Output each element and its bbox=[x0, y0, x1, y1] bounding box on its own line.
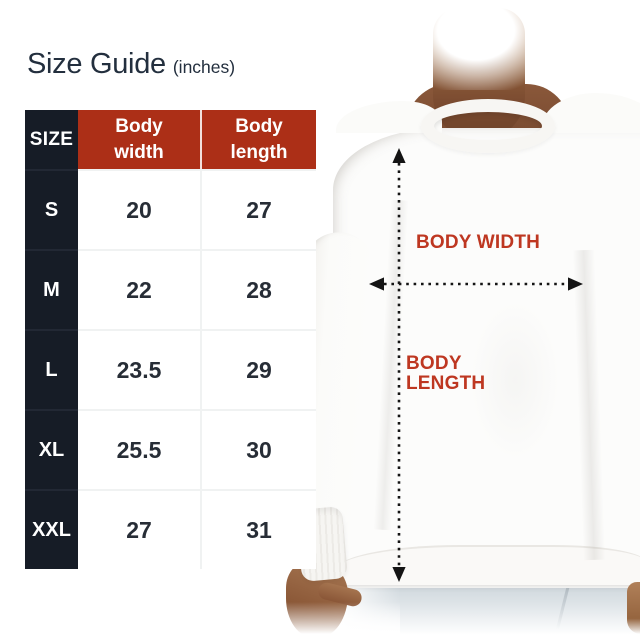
table-header-size: SIZE bbox=[25, 110, 78, 169]
sweatshirt-hem-band bbox=[335, 545, 640, 585]
table-cell-body-width: 25.5 bbox=[78, 409, 200, 489]
table-row-size-cell: L bbox=[25, 329, 78, 409]
column-header-label: Body width bbox=[114, 115, 164, 163]
body-length-value: 29 bbox=[246, 356, 272, 383]
sweatshirt-body bbox=[333, 128, 640, 588]
body-length-value: 27 bbox=[246, 196, 272, 223]
column-header-label: Body length bbox=[230, 115, 288, 163]
table-cell-body-width: 20 bbox=[78, 169, 200, 249]
table-cell-body-length: 30 bbox=[200, 409, 316, 489]
size-label: L bbox=[45, 358, 58, 381]
page-title-unit: (inches) bbox=[172, 57, 236, 77]
table-row-size-cell: S bbox=[25, 169, 78, 249]
column-header-label: SIZE bbox=[29, 128, 74, 150]
body-width-value: 20 bbox=[126, 196, 152, 223]
body-width-label: BODY WIDTH bbox=[415, 232, 541, 253]
body-length-value: 28 bbox=[246, 276, 272, 303]
hand-fade bbox=[270, 602, 400, 640]
body-length-label: BODY LENGTH bbox=[406, 353, 486, 394]
size-label: M bbox=[43, 278, 60, 301]
table-cell-body-length: 27 bbox=[200, 169, 316, 249]
table-header-body-width: Body width bbox=[78, 110, 200, 169]
table-row-size-cell: M bbox=[25, 249, 78, 329]
body-width-value: 22 bbox=[126, 276, 152, 303]
size-label: XL bbox=[38, 438, 65, 461]
model-face-blur bbox=[398, 0, 554, 90]
table-cell-body-length: 31 bbox=[200, 489, 316, 569]
page-title-text: Size Guide bbox=[27, 48, 166, 80]
size-label: S bbox=[44, 198, 59, 221]
table-row-size-cell: XXL bbox=[25, 489, 78, 569]
body-length-value: 31 bbox=[246, 516, 272, 543]
sweatshirt-collar bbox=[421, 99, 555, 153]
table-cell-body-length: 29 bbox=[200, 329, 316, 409]
table-row-size-cell: XL bbox=[25, 409, 78, 489]
model-right-hand bbox=[627, 582, 640, 634]
table-header-body-length: Body length bbox=[200, 110, 316, 169]
size-label: XXL bbox=[32, 518, 71, 541]
body-width-value: 25.5 bbox=[116, 436, 162, 463]
body-width-value: 23.5 bbox=[116, 356, 162, 383]
table-cell-body-length: 28 bbox=[200, 249, 316, 329]
table-cell-body-width: 23.5 bbox=[78, 329, 200, 409]
body-width-value: 27 bbox=[126, 516, 152, 543]
body-length-value: 30 bbox=[246, 436, 272, 463]
table-cell-body-width: 27 bbox=[78, 489, 200, 569]
size-table: SIZE Body width Body length S 20 27 M 22… bbox=[25, 110, 316, 569]
table-cell-body-width: 22 bbox=[78, 249, 200, 329]
page-title: Size Guide (inches) bbox=[27, 48, 235, 81]
